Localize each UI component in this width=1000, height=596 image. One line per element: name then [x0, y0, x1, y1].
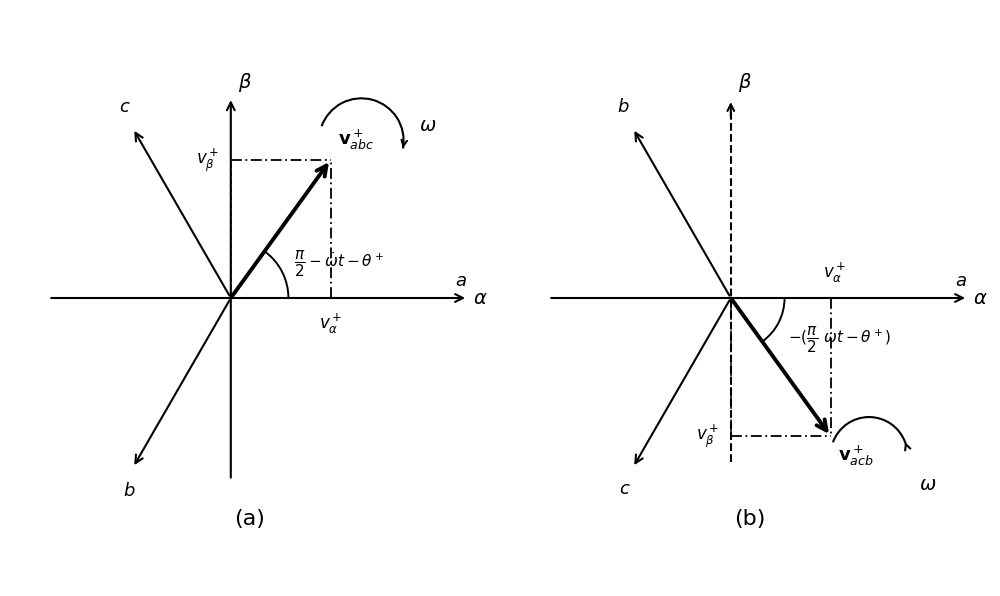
Text: a: a [955, 272, 966, 290]
Text: $\mathbf{v}^+_{acb}$: $\mathbf{v}^+_{acb}$ [838, 444, 874, 468]
Text: $\omega$: $\omega$ [419, 116, 436, 135]
Text: (b): (b) [734, 509, 766, 529]
Text: $\dfrac{\pi}{2} - \dot{\omega}t - \theta^+$: $\dfrac{\pi}{2} - \dot{\omega}t - \theta… [294, 249, 384, 279]
Text: $v^+_{\beta}$: $v^+_{\beta}$ [196, 146, 219, 173]
Text: $\beta$: $\beta$ [238, 71, 252, 94]
Text: a: a [455, 272, 466, 290]
Text: $v^+_{\beta}$: $v^+_{\beta}$ [696, 423, 719, 450]
Text: $\alpha$: $\alpha$ [973, 288, 988, 308]
Text: $\mathbf{v}^+_{abc}$: $\mathbf{v}^+_{abc}$ [338, 128, 375, 152]
Text: b: b [123, 482, 135, 500]
Text: (a): (a) [235, 509, 265, 529]
Text: $\alpha$: $\alpha$ [473, 288, 488, 308]
Text: b: b [618, 98, 629, 116]
Text: c: c [119, 98, 129, 116]
Text: $\omega$: $\omega$ [919, 474, 936, 493]
Text: $\beta$: $\beta$ [738, 71, 752, 94]
Text: $-(\dfrac{\pi}{2}\ \omega t - \theta^+)$: $-(\dfrac{\pi}{2}\ \omega t - \theta^+)$ [788, 325, 892, 355]
Text: $v^+_{\alpha}$: $v^+_{\alpha}$ [319, 312, 342, 336]
Text: c: c [619, 480, 629, 498]
Text: $v^+_{\alpha}$: $v^+_{\alpha}$ [823, 260, 846, 284]
